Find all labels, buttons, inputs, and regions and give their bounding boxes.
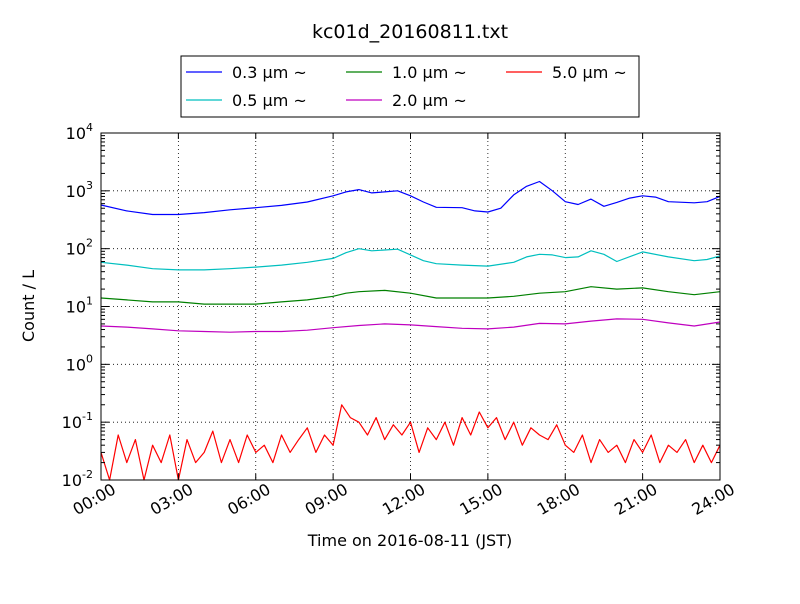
grid [101, 133, 720, 480]
legend-label: 0.3 μm ~ [232, 63, 307, 82]
x-tick-label: 18:00 [534, 479, 583, 519]
y-tick-label: 103 [66, 179, 93, 201]
series-line [100, 318, 721, 333]
series-line [100, 286, 721, 305]
legend-label: 0.5 μm ~ [232, 91, 307, 110]
x-tick-label: 12:00 [379, 479, 428, 519]
legend-box [180, 55, 640, 118]
y-tick-label: 100 [66, 352, 93, 374]
x-tick-label: 24:00 [689, 479, 738, 519]
legend-label: 5.0 μm ~ [552, 63, 627, 82]
series-line [100, 180, 721, 216]
x-tick-label: 09:00 [302, 479, 351, 519]
y-tick-label: 10-1 [62, 410, 93, 432]
y-tick-label: 104 [66, 121, 93, 143]
series-line [100, 248, 721, 271]
y-axis-label: Count / L [19, 270, 38, 342]
ticks: 00:00 03:00 06:00 09:00 12:00 15:00 18:00 21:00… [62, 121, 738, 519]
x-axis-label: Time on 2016-08-11 (JST) [307, 531, 512, 550]
x-tick-label: 06:00 [224, 479, 273, 519]
legend: 0.3 μm ~ 0.5 μm ~ 1.0 μm ~ 2.0 μm ~ 5.0 μm ~ [180, 55, 640, 118]
legend-label: 2.0 μm ~ [392, 91, 467, 110]
chart-title: kc01d_20160811.txt [312, 21, 508, 43]
y-tick-label: 101 [66, 295, 93, 317]
x-tick-label: 15:00 [456, 479, 505, 519]
x-tick-label: 03:00 [147, 479, 196, 519]
y-tick-label: 102 [66, 237, 93, 259]
legend-label: 1.0 μm ~ [392, 63, 467, 82]
series-layer [100, 180, 721, 481]
x-tick-label: 21:00 [611, 479, 660, 519]
y-tick-label: 10-2 [62, 468, 93, 490]
series-line [100, 404, 721, 481]
